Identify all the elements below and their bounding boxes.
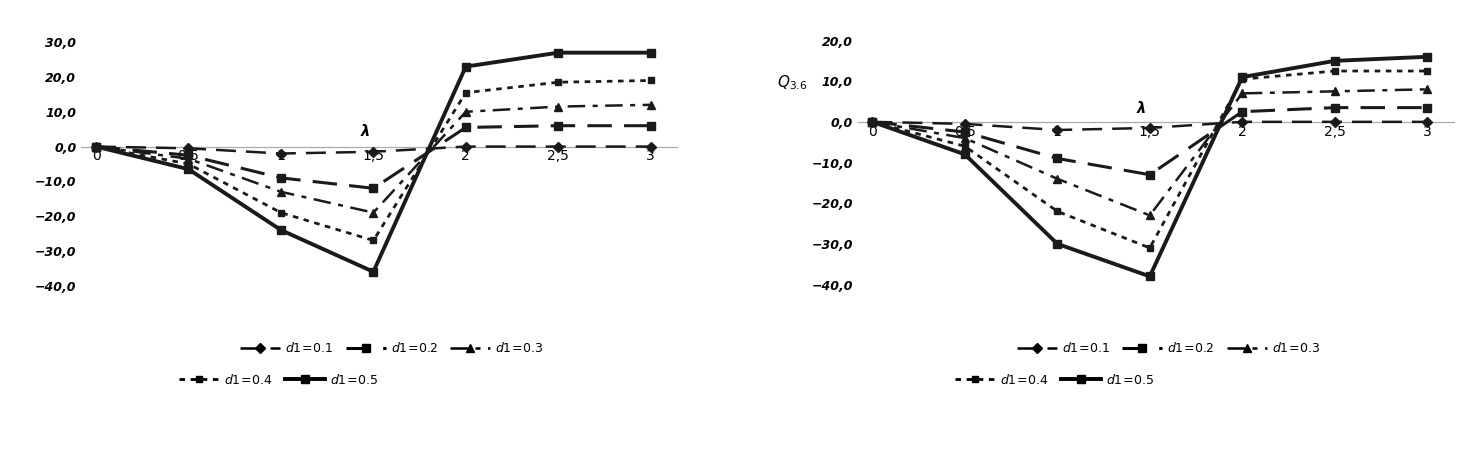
Y-axis label: $Q_{3.6}$: $Q_{3.6}$ [777,73,806,92]
Legend: $d1\!=\!0.4$, $d1\!=\!0.5$: $d1\!=\!0.4$, $d1\!=\!0.5$ [950,368,1159,392]
Text: λ: λ [1137,101,1146,117]
Legend: $d1\!=\!0.4$, $d1\!=\!0.5$: $d1\!=\!0.4$, $d1\!=\!0.5$ [174,368,383,392]
Text: λ: λ [360,124,369,139]
